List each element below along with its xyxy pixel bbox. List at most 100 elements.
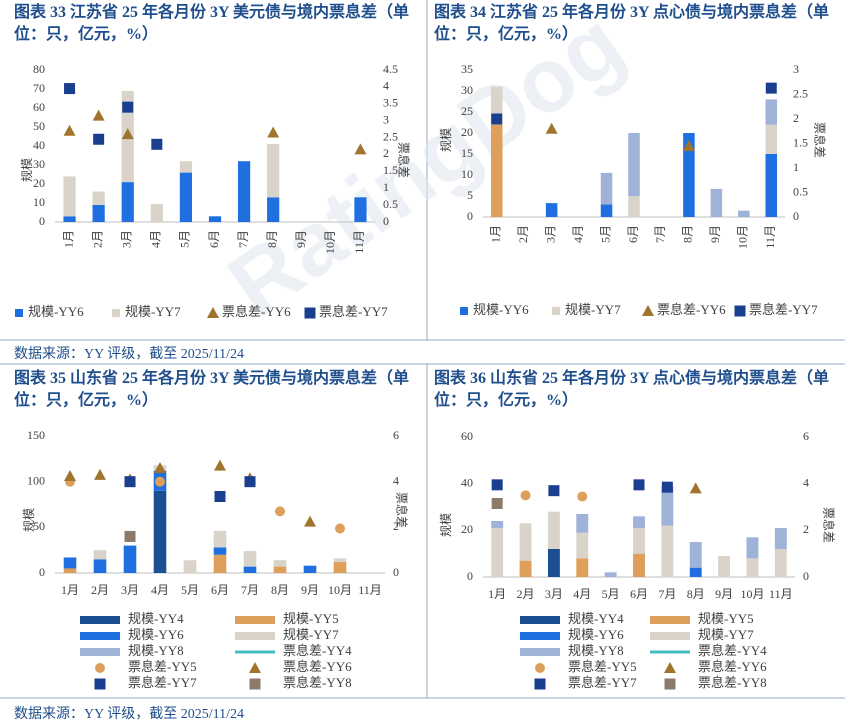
- coupon-spread-marker: [304, 515, 316, 527]
- bar-segment: [179, 161, 193, 173]
- y-tick-label: 35: [461, 62, 473, 76]
- y-tick-label: 60: [33, 100, 45, 114]
- legend-label: 票息差-YY4: [698, 643, 767, 658]
- bar-segment: [121, 182, 134, 222]
- y-tick-label: 80: [33, 62, 45, 76]
- coupon-spread-marker: [124, 530, 136, 542]
- y2-tick-label: 0: [383, 214, 389, 228]
- x-tick-label: 3月: [543, 225, 557, 243]
- y-axis-title: 规模: [21, 508, 36, 532]
- x-tick-label: 1月: [61, 583, 79, 597]
- legend-label: 票息差-YY7: [319, 304, 388, 319]
- legend-swatch: [15, 309, 23, 317]
- x-tick-label: 8月: [681, 225, 695, 243]
- chart-title: 图表 36 山东省 25 年各月份 3Y 点心债与境内票息差（单位：只，亿元，%…: [434, 370, 829, 409]
- y2-tick-label: 4: [393, 473, 399, 487]
- y2-tick-label: 0.5: [383, 197, 398, 211]
- x-tick-label: 4月: [573, 587, 591, 601]
- bar-segment: [237, 161, 251, 222]
- x-tick-label: 4月: [149, 230, 163, 248]
- legend-swatch: [249, 678, 261, 690]
- legend-label: 规模-YY7: [698, 627, 754, 642]
- bar-segment: [519, 523, 532, 561]
- y2-tick-label: 0: [793, 209, 799, 223]
- x-tick-label: 9月: [715, 587, 733, 601]
- bar-segment: [63, 216, 76, 222]
- legend-swatch: [304, 307, 316, 319]
- legend-swatch: [112, 309, 120, 317]
- y-tick-label: 150: [27, 428, 45, 442]
- y-tick-label: 30: [33, 157, 45, 171]
- bar-segment: [123, 545, 137, 573]
- y-tick-label: 0: [467, 209, 473, 223]
- legend-swatch: [734, 305, 746, 317]
- legend-label: 规模-YY7: [565, 302, 621, 317]
- legend-label: 规模-YY7: [283, 627, 339, 642]
- y-tick-label: 40: [461, 475, 473, 489]
- y-tick-label: 10: [461, 167, 473, 181]
- bar-segment: [710, 188, 723, 217]
- x-tick-label: 5月: [178, 230, 192, 248]
- x-tick-label: 6月: [626, 225, 640, 243]
- y2-tick-label: 4.5: [383, 62, 398, 76]
- bar-segment: [600, 172, 613, 205]
- legend-swatch: [249, 662, 261, 673]
- x-tick-label: 10月: [323, 230, 337, 254]
- bar-segment: [765, 99, 778, 125]
- y-tick-label: 20: [461, 522, 473, 536]
- y2-tick-label: 0.5: [793, 184, 808, 198]
- legend-label: 规模-YY7: [125, 304, 181, 319]
- legend-swatch: [520, 648, 560, 656]
- y2-tick-label: 1: [383, 180, 389, 194]
- coupon-spread-marker: [689, 482, 702, 494]
- bar-segment: [92, 191, 105, 205]
- legend-swatch: [535, 663, 545, 673]
- bar-segment: [633, 516, 645, 528]
- y-tick-label: 15: [461, 146, 473, 160]
- x-tick-label: 9月: [294, 230, 308, 248]
- coupon-spread-marker: [121, 128, 134, 140]
- coupon-spread-marker: [151, 138, 163, 150]
- x-tick-label: 1月: [488, 225, 502, 243]
- bar-segment: [600, 204, 613, 217]
- y-tick-label: 60: [461, 429, 473, 443]
- y-tick-label: 40: [33, 138, 45, 152]
- legend-label: 规模-YY8: [568, 643, 624, 658]
- legend-swatch: [95, 663, 105, 673]
- y-tick-label: 50: [33, 119, 45, 133]
- x-tick-label: 11月: [352, 230, 366, 254]
- bar-segment: [267, 144, 280, 198]
- legend-label: 规模-YY8: [128, 643, 184, 658]
- x-tick-label: 2月: [516, 225, 530, 243]
- bar-segment: [661, 525, 674, 577]
- coupon-spread-marker: [64, 469, 76, 481]
- x-tick-label: 8月: [687, 587, 705, 601]
- bar-segment: [576, 558, 589, 577]
- chart-title: 图表 35 山东省 25 年各月份 3Y 美元债与境内票息差（单位：只，亿元，%…: [14, 370, 409, 409]
- legend-swatch: [650, 632, 690, 640]
- x-tick-label: 11月: [763, 225, 777, 249]
- y-tick-label: 30: [461, 83, 473, 97]
- legend-swatch: [80, 616, 120, 624]
- bar-segment: [213, 547, 227, 555]
- bar-segment: [267, 197, 280, 222]
- coupon-spread-marker: [682, 139, 695, 151]
- chart-title: 图表 34 江苏省 25 年各月份 3Y 点心债与境内票息差（单位：只，亿元，%…: [434, 4, 829, 43]
- y2-axis-title: 票息差: [821, 507, 836, 543]
- coupon-spread-marker: [491, 113, 503, 125]
- coupon-spread-marker: [545, 122, 558, 134]
- legend-swatch: [460, 307, 468, 315]
- bar-segment: [628, 133, 640, 196]
- legend-label: 票息差-YY7: [568, 675, 637, 690]
- x-tick-label: 2月: [517, 587, 535, 601]
- x-tick-label: 1月: [61, 230, 75, 248]
- y2-tick-label: 4: [383, 79, 389, 93]
- bar-segment: [333, 558, 347, 563]
- coupon-spread-marker: [214, 491, 226, 503]
- bar-segment: [576, 514, 589, 533]
- y-tick-label: 5: [467, 188, 473, 202]
- x-tick-label: 4月: [151, 583, 169, 597]
- y2-tick-label: 6: [803, 429, 809, 443]
- x-tick-label: 1月: [488, 587, 506, 601]
